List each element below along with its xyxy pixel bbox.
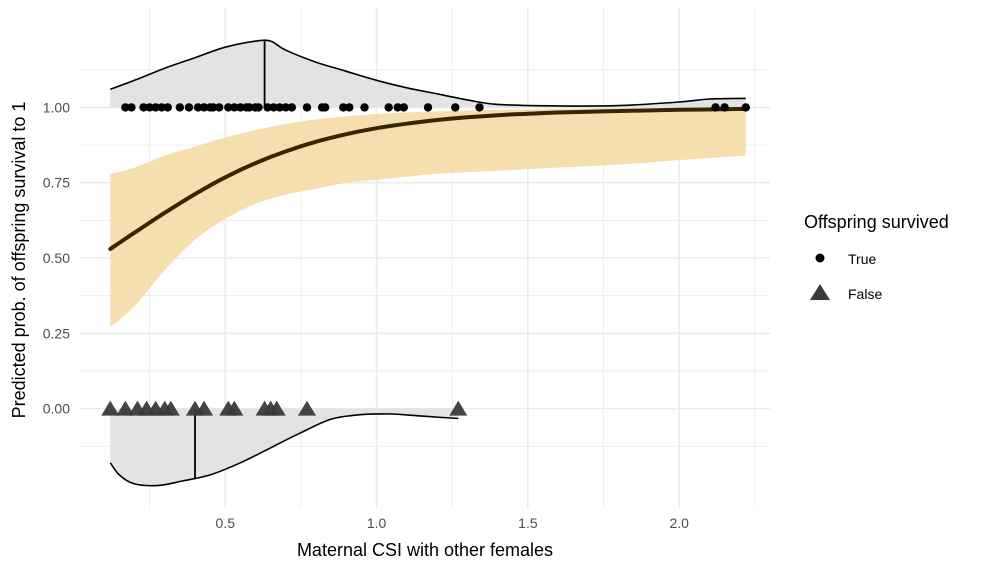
fitted-curve — [108, 106, 748, 251]
point-true — [320, 103, 330, 112]
point-true — [139, 103, 148, 112]
point-false — [101, 400, 120, 416]
point-true — [254, 103, 263, 112]
point-true — [269, 103, 278, 112]
point-true — [345, 103, 354, 112]
point-true — [151, 103, 160, 112]
point-true — [339, 103, 348, 112]
point-true — [720, 103, 729, 112]
points-false-group — [101, 400, 468, 416]
point-true — [741, 103, 750, 112]
point-true — [281, 103, 290, 112]
point-false — [195, 400, 214, 416]
point-true — [215, 103, 224, 112]
point-false — [116, 400, 135, 416]
point-true — [384, 103, 393, 112]
point-true — [184, 103, 194, 112]
point-false — [449, 400, 468, 416]
point-true — [302, 103, 312, 112]
points-true-group — [121, 103, 750, 112]
density-true-fill — [110, 40, 746, 108]
legend: Offspring survived True False — [804, 212, 949, 302]
y-tick-labels: 0.00 0.25 0.50 0.75 1.00 — [43, 99, 70, 416]
point-true — [475, 103, 484, 112]
legend-true-label: True — [848, 251, 876, 267]
point-true — [224, 103, 233, 112]
point-true — [245, 103, 254, 112]
y-axis-title: Predicted prob. of offspring survival to… — [9, 102, 29, 419]
x-tick-label: 2.0 — [669, 515, 689, 531]
point-true — [711, 103, 720, 112]
y-tick-label: 1.00 — [43, 99, 70, 115]
point-true — [423, 103, 433, 112]
point-true — [287, 103, 297, 112]
point-false — [225, 400, 244, 416]
point-true — [175, 103, 185, 112]
point-true — [145, 103, 154, 112]
legend-title: Offspring survived — [804, 212, 949, 232]
x-tick-labels: 0.5 1.0 1.5 2.0 — [216, 515, 690, 531]
x-axis-title: Maternal CSI with other females — [297, 540, 553, 560]
point-true — [163, 103, 172, 112]
point-true — [451, 103, 460, 112]
point-true — [399, 103, 409, 112]
point-true — [263, 103, 272, 112]
legend-false-label: False — [848, 286, 882, 302]
point-true — [230, 103, 239, 112]
confidence-band — [110, 107, 746, 328]
point-true — [193, 103, 203, 112]
point-false — [161, 400, 180, 416]
y-tick-label: 0.50 — [43, 250, 70, 266]
point-true — [157, 103, 166, 112]
point-true — [199, 103, 209, 112]
y-tick-label: 0.25 — [43, 325, 70, 341]
point-true — [393, 103, 402, 112]
density-true-outline — [110, 39, 746, 107]
x-tick-label: 1.0 — [367, 515, 387, 531]
point-true — [236, 103, 245, 112]
x-tick-label: 0.5 — [216, 515, 236, 531]
x-tick-label: 1.5 — [518, 515, 538, 531]
point-true — [121, 103, 130, 112]
point-true — [360, 103, 369, 112]
legend-false-icon — [810, 284, 830, 300]
y-tick-label: 0.75 — [43, 175, 70, 191]
density-false-outline — [109, 413, 459, 487]
point-false — [297, 400, 316, 416]
point-true — [275, 103, 284, 112]
point-false — [267, 400, 286, 416]
legend-true-icon — [815, 253, 825, 263]
y-tick-label: 0.00 — [43, 401, 70, 417]
density-false-fill — [110, 408, 459, 486]
point-true — [208, 103, 218, 112]
point-true — [127, 103, 136, 112]
